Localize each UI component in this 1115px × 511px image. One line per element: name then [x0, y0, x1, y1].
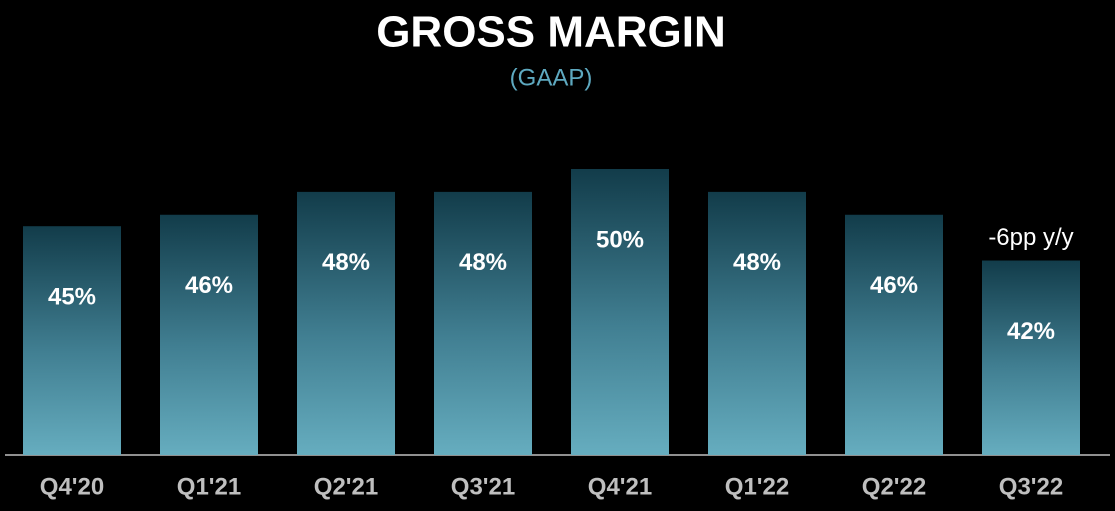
x-tick-label: Q1'22	[725, 473, 789, 500]
bar	[434, 191, 532, 455]
bar	[160, 214, 258, 455]
bar	[845, 214, 943, 455]
value-label: 48%	[459, 249, 507, 276]
bar	[297, 191, 395, 455]
bar	[982, 260, 1080, 455]
x-tick-label: Q3'22	[999, 473, 1063, 500]
chart-subtitle: (GAAP)	[510, 64, 593, 91]
value-label: 46%	[185, 272, 233, 299]
value-label: 50%	[596, 226, 644, 253]
x-tick-label: Q2'22	[862, 473, 926, 500]
x-tick-label: Q4'20	[40, 473, 104, 500]
bar	[708, 191, 806, 455]
value-label: 42%	[1007, 318, 1055, 345]
value-label: 46%	[870, 272, 918, 299]
bar	[571, 169, 669, 455]
x-tick-label: Q2'21	[314, 473, 378, 500]
bar	[23, 226, 121, 455]
value-label: 48%	[733, 249, 781, 276]
annotation: -6pp y/y	[988, 224, 1073, 251]
x-tick-label: Q3'21	[451, 473, 515, 500]
x-tick-label: Q4'21	[588, 473, 652, 500]
x-tick-label: Q1'21	[177, 473, 241, 500]
value-label: 48%	[322, 249, 370, 276]
value-label: 45%	[48, 284, 96, 311]
chart-title: GROSS MARGIN	[376, 8, 726, 57]
